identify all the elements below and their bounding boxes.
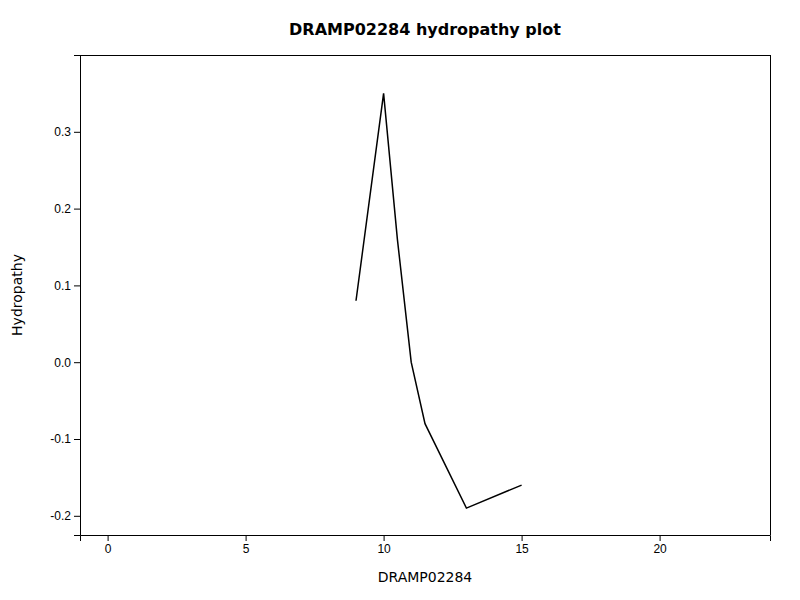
y-tick-label: 0.3: [54, 125, 71, 139]
y-tick-mark: [74, 285, 80, 286]
y-tick-label: -0.2: [50, 509, 71, 523]
y-tick: 0.2: [54, 202, 80, 216]
plot: 0 5 10 15 20 -0.2 -0.1 0.0 0.1 0.2 0.3: [50, 55, 770, 556]
x-tick-label: 15: [515, 542, 529, 556]
y-axis-line: [74, 56, 81, 536]
y-tick-mark: [74, 209, 80, 210]
y-tick-label: 0.1: [54, 279, 71, 293]
x-tick-mark: [660, 535, 661, 541]
y-tick: 0.0: [54, 356, 80, 370]
y-axis: -0.2 -0.1 0.0 0.1 0.2 0.3: [50, 56, 80, 536]
x-tick-label: 20: [653, 542, 667, 556]
x-tick: 10: [377, 535, 391, 556]
y-tick-label: 0.0: [54, 356, 71, 370]
x-tick-label: 5: [243, 542, 250, 556]
frame-right: [770, 55, 771, 535]
y-tick-label: -0.1: [50, 432, 71, 446]
x-axis-title: DRAMP02284: [378, 569, 473, 585]
y-tick-mark: [74, 439, 80, 440]
y-tick: 0.1: [54, 279, 80, 293]
frame-top: [80, 55, 770, 56]
x-tick-label: 10: [377, 542, 391, 556]
x-tick-mark: [246, 535, 247, 541]
x-tick: 20: [653, 535, 667, 556]
marks: [356, 93, 522, 508]
x-tick-mark: [522, 535, 523, 541]
y-tick-label: 0.2: [54, 202, 71, 216]
y-tick-mark: [74, 516, 80, 517]
x-tick: 15: [515, 535, 529, 556]
x-tick: 5: [243, 535, 250, 556]
y-axis-title: Hydropathy: [9, 254, 25, 336]
line: [356, 93, 522, 508]
title: DRAMP02284 hydropathy plot: [289, 20, 561, 39]
x-axis-line: [81, 536, 771, 542]
x-tick: 0: [105, 535, 112, 556]
y-tick-mark: [74, 132, 80, 133]
x-tick-mark: [384, 535, 385, 541]
y-tick-mark: [74, 362, 80, 363]
chart: 0 5 10 15 20 -0.2 -0.1 0.0 0.1 0.2 0.3 DRAMP02284 h…: [0, 0, 800, 600]
x-tick-mark: [108, 535, 109, 541]
x-axis: 0 5 10 15 20: [81, 535, 771, 556]
x-tick-label: 0: [105, 542, 112, 556]
y-tick: -0.2: [50, 509, 80, 523]
y-tick: 0.3: [54, 125, 80, 139]
y-tick: -0.1: [50, 432, 80, 446]
